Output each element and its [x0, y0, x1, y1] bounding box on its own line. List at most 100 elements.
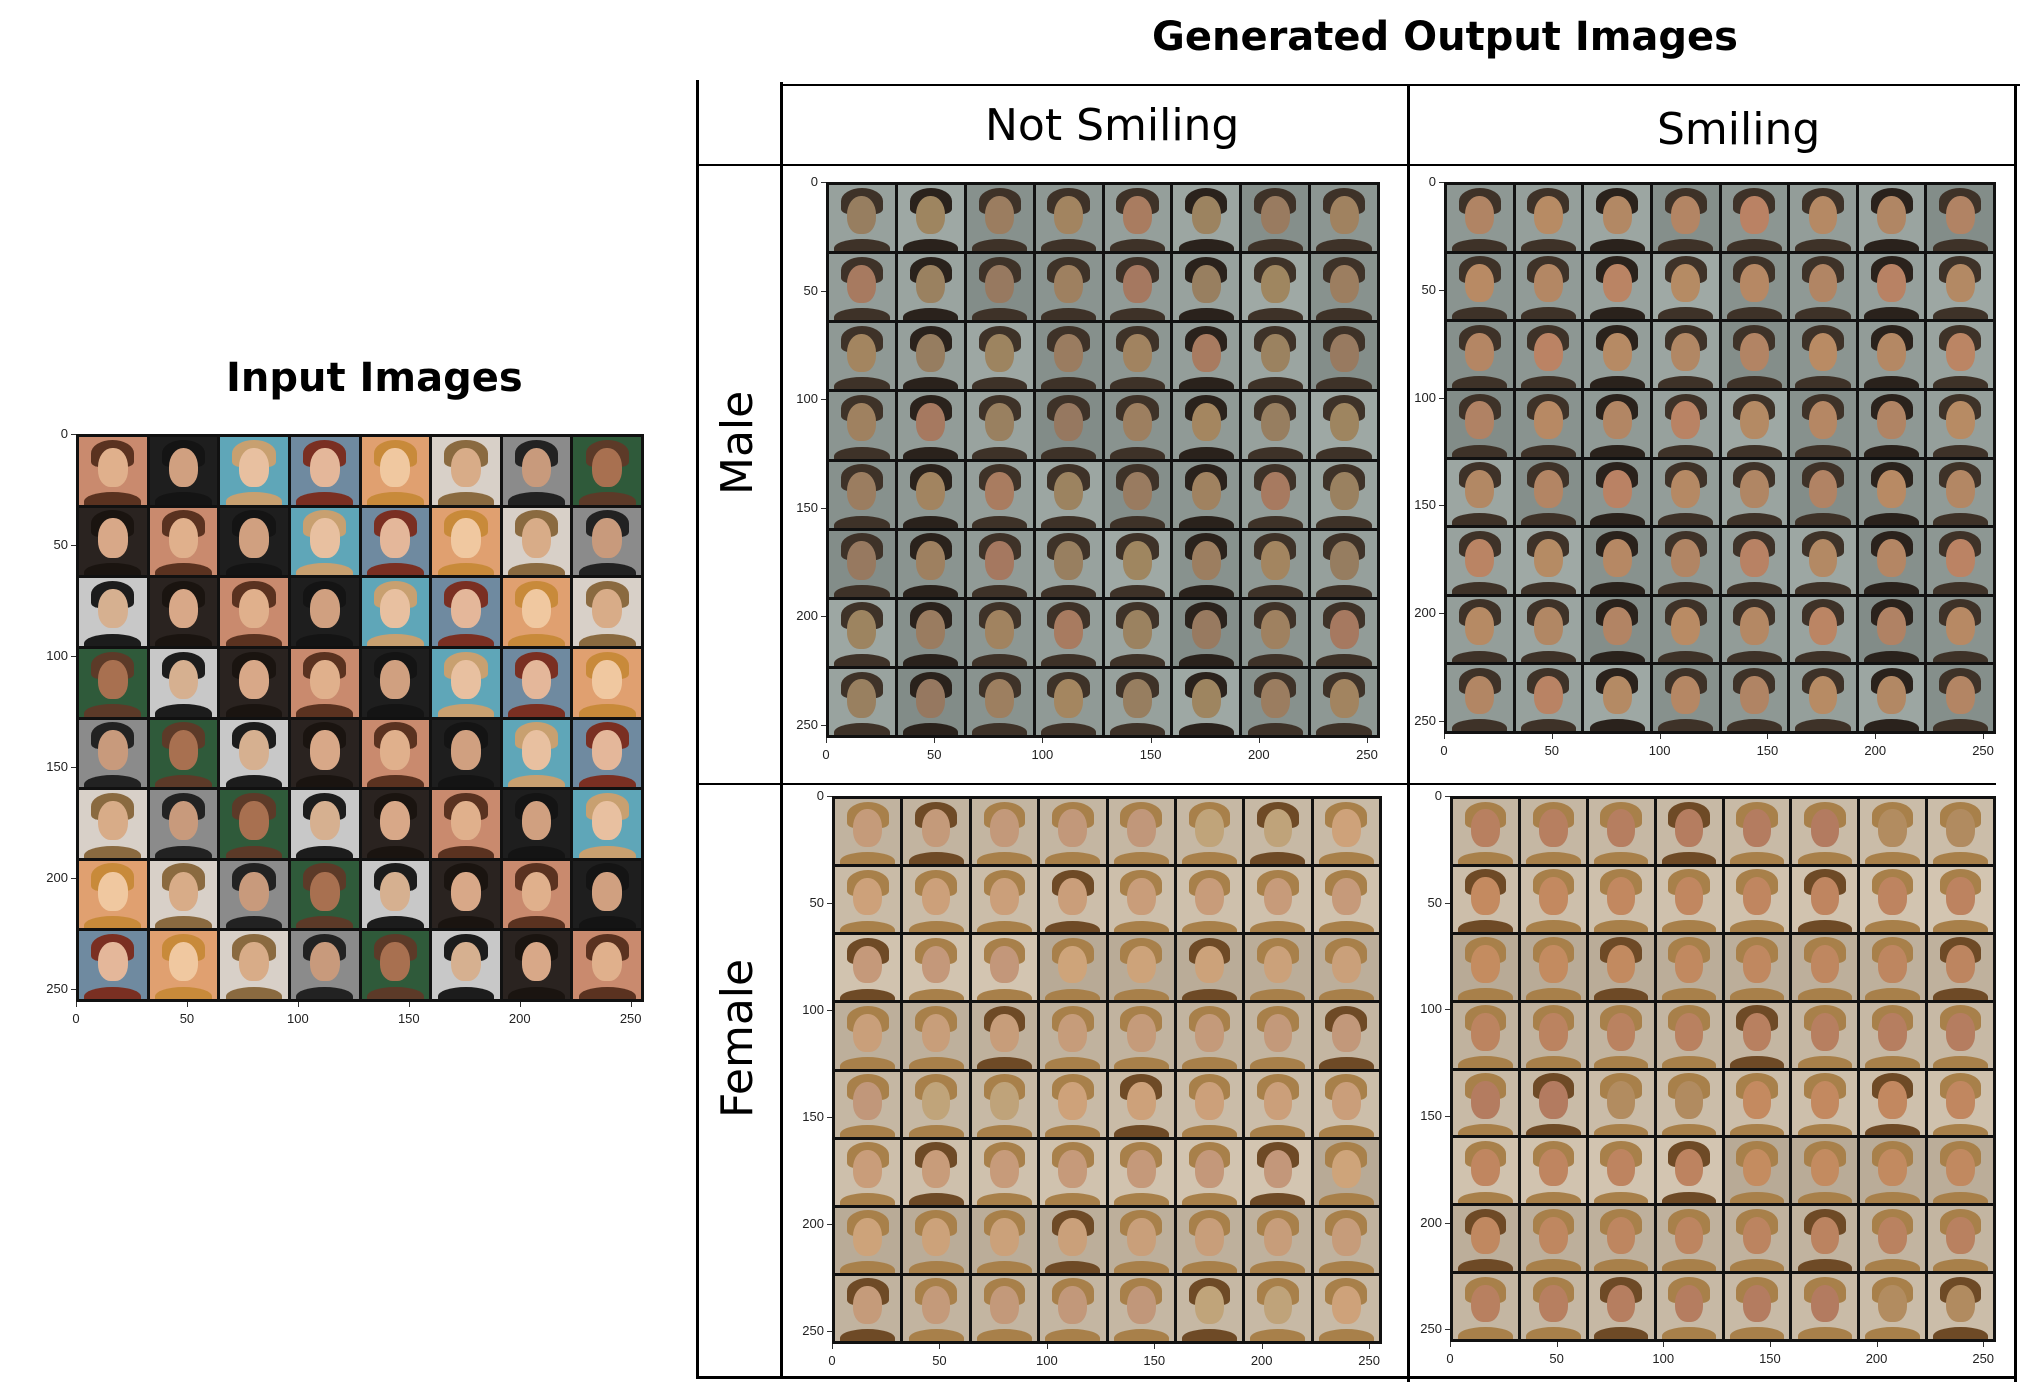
- shoulders-shape: [1178, 584, 1234, 597]
- face-tile: [835, 1207, 901, 1273]
- shoulders-shape: [1658, 444, 1714, 457]
- shoulders-shape: [1795, 444, 1851, 457]
- face-tile: [220, 790, 288, 858]
- shoulders-shape: [1933, 1259, 1988, 1272]
- shoulders-shape: [1526, 852, 1581, 864]
- face-shape: [1263, 877, 1293, 916]
- x-tick-label: 250: [619, 1011, 642, 1026]
- face-tile: [1520, 866, 1586, 932]
- shoulders-shape: [1250, 1193, 1306, 1205]
- face-shape: [985, 333, 1015, 373]
- x-tick-label: 0: [828, 1353, 836, 1368]
- face-shape: [1465, 675, 1495, 714]
- shoulders-shape: [1661, 1259, 1717, 1272]
- face-shape: [97, 589, 128, 629]
- face-shape: [239, 589, 269, 629]
- face-shape: [1742, 809, 1772, 847]
- shoulders-shape: [1318, 920, 1374, 933]
- face-shape: [1054, 679, 1084, 718]
- shoulders-shape: [225, 633, 283, 646]
- shoulders-shape: [908, 852, 964, 865]
- face-tile: [573, 790, 641, 858]
- face-tile: [835, 867, 901, 933]
- y-tick-mark: [1445, 902, 1450, 904]
- face-shape: [1674, 877, 1704, 915]
- face-shape: [1331, 1150, 1361, 1188]
- face-shape: [1877, 675, 1906, 714]
- y-tick-label: 50: [53, 536, 68, 552]
- face-tile: [1860, 1138, 1926, 1204]
- face-shape: [1739, 401, 1769, 440]
- face-tile: [573, 860, 641, 929]
- face-tile: [1515, 459, 1582, 526]
- face-tile: [502, 437, 571, 505]
- face-shape: [1539, 945, 1568, 983]
- face-shape: [1606, 1013, 1636, 1051]
- face-tile: [1724, 1070, 1790, 1136]
- face-tile: [1313, 1275, 1379, 1341]
- shoulders-shape: [1247, 515, 1303, 528]
- face-tile: [1447, 185, 1513, 251]
- face-shape: [1534, 401, 1563, 440]
- shoulders-shape: [976, 852, 1032, 865]
- face-tile: [1858, 596, 1925, 663]
- shoulders-shape: [1593, 920, 1649, 932]
- face-tile: [361, 719, 430, 788]
- face-shape: [1122, 541, 1152, 580]
- face-shape: [1739, 538, 1769, 577]
- face-shape: [1945, 332, 1975, 371]
- face-shape: [1058, 1081, 1088, 1120]
- shoulders-shape: [155, 774, 212, 788]
- y-tick-mark: [827, 1010, 832, 1012]
- face-tile: [432, 790, 500, 858]
- face-shape: [1946, 1148, 1975, 1187]
- face-shape: [380, 589, 411, 629]
- face-shape: [1606, 1148, 1636, 1187]
- face-shape: [1126, 1013, 1156, 1052]
- shoulders-shape: [1182, 852, 1237, 865]
- shoulders-shape: [1458, 1123, 1513, 1136]
- face-tile: [1040, 867, 1106, 933]
- face-shape: [1465, 332, 1495, 371]
- shoulders-shape: [1864, 513, 1920, 526]
- shoulders-shape: [437, 916, 495, 929]
- shoulders-shape: [1316, 377, 1372, 390]
- face-shape: [592, 730, 623, 770]
- face-shape: [1471, 877, 1500, 915]
- image-grid: [826, 182, 1380, 738]
- face-shape: [853, 945, 883, 984]
- face-shape: [1810, 1013, 1840, 1051]
- face-shape: [1539, 1148, 1568, 1187]
- face-tile: [1245, 1207, 1311, 1273]
- shoulders-shape: [1178, 723, 1234, 735]
- shoulders-shape: [972, 653, 1028, 666]
- shoulders-shape: [1316, 239, 1372, 252]
- shoulders-shape: [1113, 920, 1169, 933]
- face-tile: [1520, 1002, 1586, 1068]
- face-shape: [1946, 1080, 1975, 1119]
- face-shape: [853, 1286, 883, 1325]
- face-shape: [1674, 809, 1704, 847]
- col-header-not-smiling: Not Smiling: [985, 100, 1240, 151]
- face-tile: [1860, 799, 1926, 864]
- face-tile: [432, 931, 500, 999]
- face-shape: [1058, 1150, 1088, 1188]
- x-tick-label: 150: [1756, 743, 1779, 758]
- shoulders-shape: [1589, 581, 1645, 594]
- face-tile: [1790, 185, 1856, 251]
- shoulders-shape: [1113, 1124, 1169, 1137]
- face-tile: [1588, 799, 1654, 864]
- face-tile: [1584, 665, 1650, 731]
- face-shape: [1054, 402, 1084, 442]
- shoulders-shape: [296, 704, 354, 717]
- shoulders-shape: [1589, 513, 1645, 526]
- face-tile: [432, 860, 500, 929]
- face-shape: [1808, 675, 1838, 714]
- face-tile: [220, 860, 288, 929]
- input-title: Input Images: [226, 355, 523, 401]
- face-shape: [916, 472, 946, 511]
- shoulders-shape: [296, 845, 354, 858]
- face-shape: [1058, 1218, 1088, 1256]
- shoulders-shape: [508, 492, 565, 505]
- face-shape: [1471, 1284, 1500, 1323]
